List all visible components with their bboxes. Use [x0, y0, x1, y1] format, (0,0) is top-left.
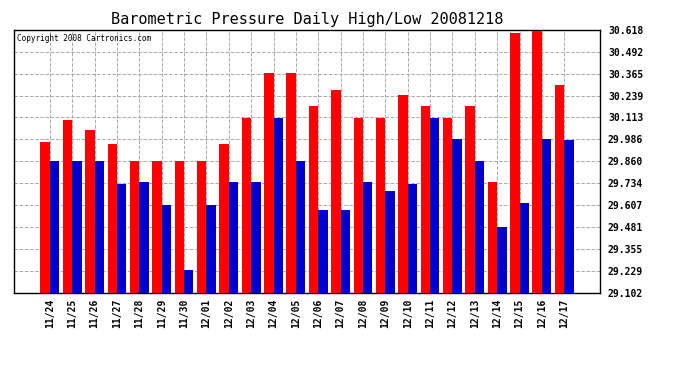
- Bar: [41, 142, 50, 292]
- Bar: [139, 182, 149, 292]
- Bar: [510, 33, 520, 292]
- Bar: [465, 106, 475, 292]
- Bar: [286, 73, 296, 292]
- Bar: [161, 204, 171, 292]
- Bar: [108, 144, 117, 292]
- Bar: [219, 144, 229, 292]
- Bar: [175, 161, 184, 292]
- Bar: [273, 118, 283, 292]
- Bar: [443, 118, 453, 292]
- Bar: [241, 118, 251, 292]
- Title: Barometric Pressure Daily High/Low 20081218: Barometric Pressure Daily High/Low 20081…: [111, 12, 503, 27]
- Bar: [117, 184, 126, 292]
- Bar: [229, 182, 238, 292]
- Bar: [453, 139, 462, 292]
- Bar: [130, 161, 139, 292]
- Bar: [564, 141, 573, 292]
- Bar: [398, 96, 408, 292]
- Bar: [520, 203, 529, 292]
- Bar: [95, 161, 104, 292]
- Bar: [184, 270, 193, 292]
- Bar: [555, 85, 564, 292]
- Bar: [385, 190, 395, 292]
- Bar: [206, 204, 216, 292]
- Bar: [341, 210, 350, 292]
- Bar: [63, 120, 72, 292]
- Bar: [50, 161, 59, 292]
- Bar: [152, 161, 161, 292]
- Bar: [488, 182, 497, 292]
- Bar: [309, 106, 318, 292]
- Bar: [264, 73, 273, 292]
- Bar: [497, 227, 506, 292]
- Bar: [363, 182, 373, 292]
- Bar: [197, 161, 206, 292]
- Bar: [72, 161, 81, 292]
- Bar: [251, 182, 261, 292]
- Bar: [85, 130, 95, 292]
- Bar: [475, 161, 484, 292]
- Bar: [353, 118, 363, 292]
- Bar: [542, 139, 551, 292]
- Bar: [408, 184, 417, 292]
- Bar: [331, 90, 341, 292]
- Bar: [296, 161, 305, 292]
- Bar: [376, 118, 385, 292]
- Bar: [421, 106, 430, 292]
- Bar: [318, 210, 328, 292]
- Bar: [430, 118, 440, 292]
- Bar: [533, 32, 542, 292]
- Text: Copyright 2008 Cartronics.com: Copyright 2008 Cartronics.com: [17, 34, 151, 43]
